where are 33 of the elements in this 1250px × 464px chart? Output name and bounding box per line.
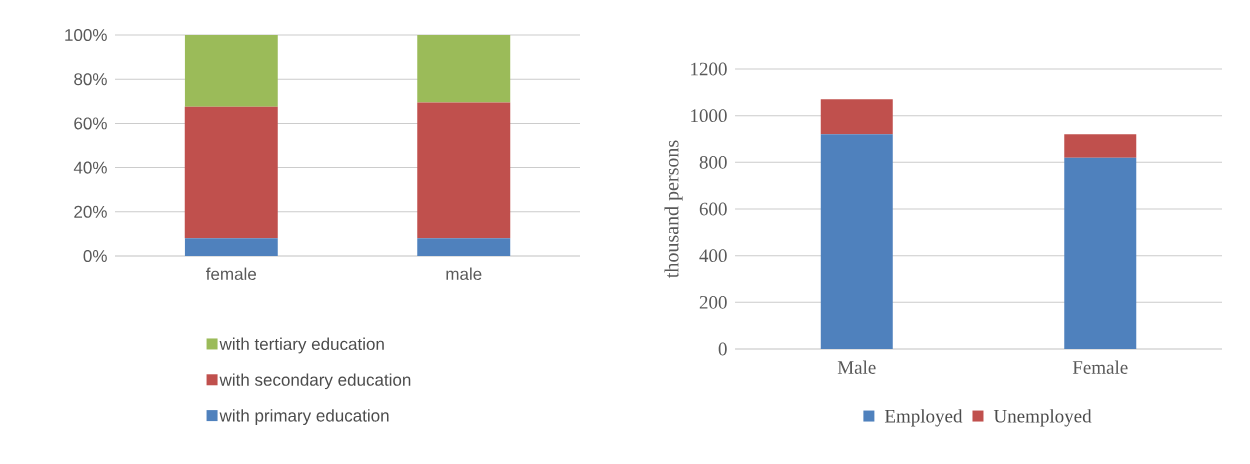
y-axis-title: thousand persons [664, 140, 683, 278]
legend-label: with primary education [219, 409, 389, 426]
legend-label: with secondary education [219, 373, 411, 390]
bar [417, 35, 511, 103]
y-tick-label: 40% [73, 161, 107, 174]
y-tick-label: 60% [74, 117, 107, 130]
y-tick-label: 100% [65, 28, 107, 42]
bar [184, 106, 278, 239]
bar [820, 134, 893, 349]
bar [184, 35, 278, 107]
y-tick-label: 1000 [691, 109, 727, 123]
bar [417, 238, 511, 256]
x-tick-label: Female [1072, 360, 1128, 374]
x-tick-label: female [205, 267, 257, 281]
bar [1064, 157, 1137, 349]
y-tick-label: 0% [83, 249, 107, 263]
y-tick-label: 400 [699, 249, 727, 263]
y-tick-label: 80% [74, 73, 107, 86]
legend-label: Unemployed [993, 409, 1092, 427]
bar [417, 102, 511, 239]
y-tick-label: 20% [74, 205, 107, 218]
y-tick-label: 0 [718, 342, 727, 356]
y-tick-label: 800 [699, 155, 727, 169]
bar [184, 238, 278, 256]
legend-label: with tertiary education [219, 337, 384, 354]
y-tick-label: 1200 [691, 62, 727, 76]
bar [1064, 134, 1137, 158]
legend-label: Employed [884, 409, 963, 427]
x-tick-label: Male [837, 360, 876, 374]
x-tick-label: male [446, 267, 482, 281]
y-tick-label: 200 [699, 295, 727, 309]
y-tick-label: 600 [699, 202, 727, 216]
bar [820, 99, 893, 135]
